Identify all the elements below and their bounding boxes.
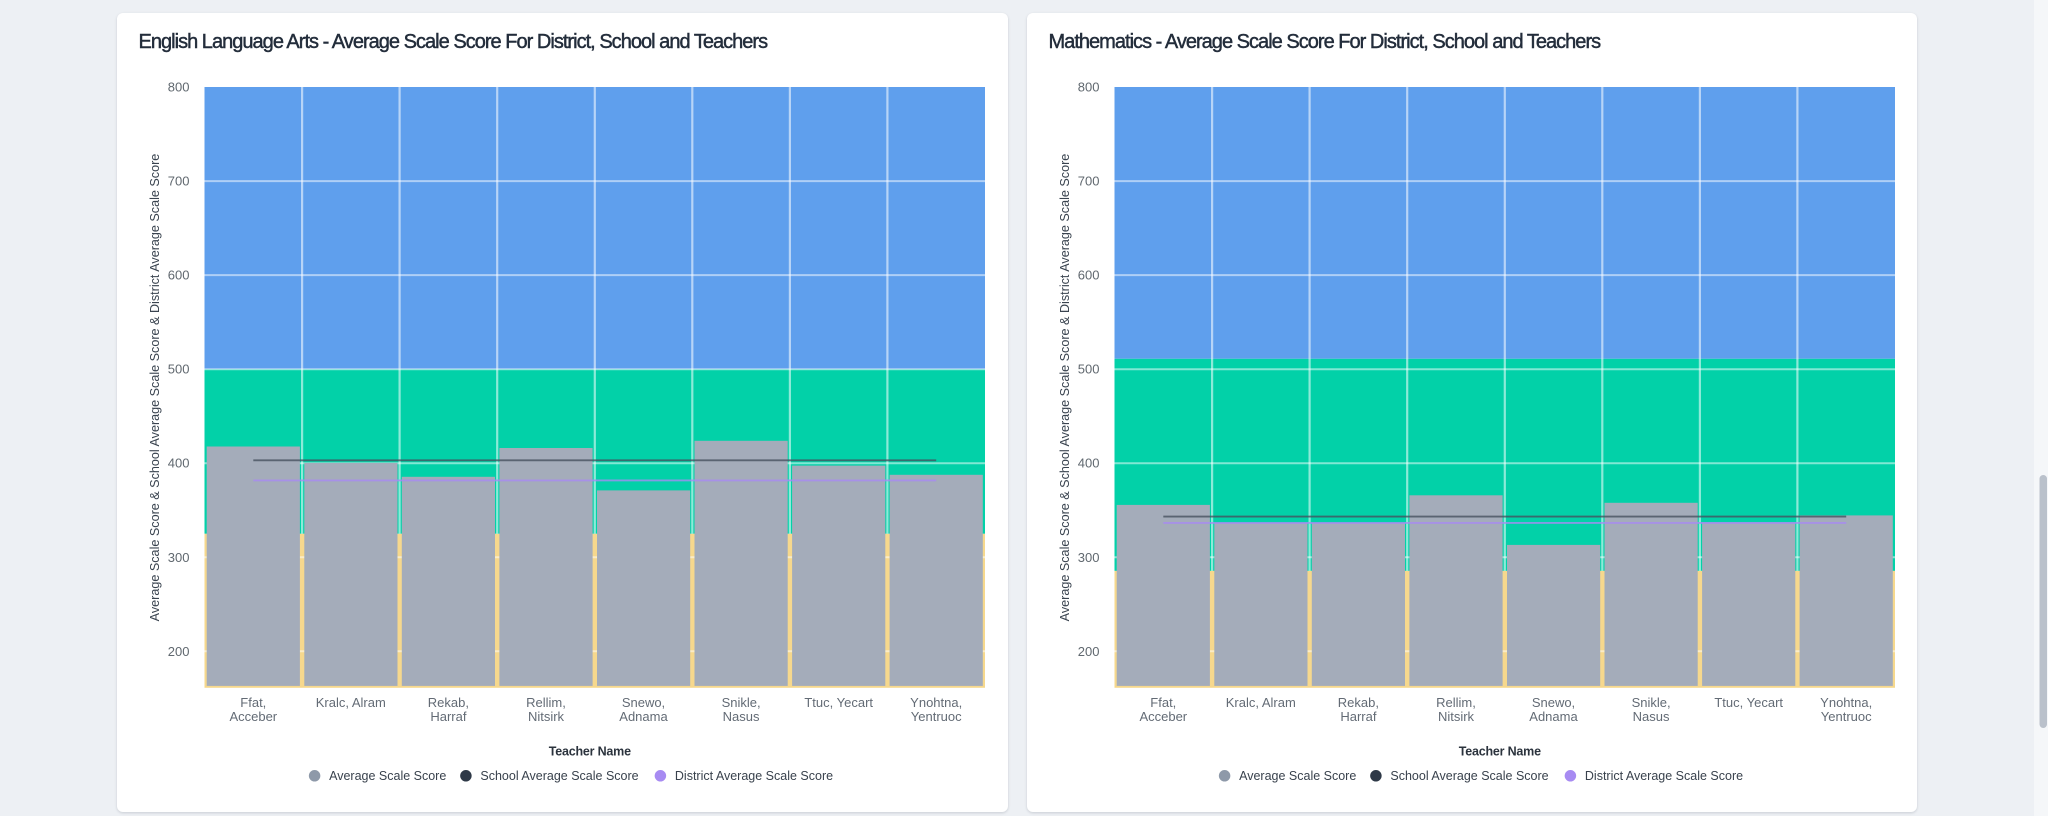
svg-text:Mathematics - Average Scale Sc: Mathematics - Average Scale Score For Di… (1049, 31, 1602, 53)
svg-text:Average Scale Score: Average Scale Score (329, 769, 446, 783)
svg-text:English Language Arts - Averag: English Language Arts - Average Scale Sc… (139, 31, 769, 53)
svg-text:Adnama: Adnama (1529, 709, 1578, 724)
svg-text:Rekab,: Rekab, (1338, 695, 1379, 710)
svg-text:800: 800 (1078, 80, 1100, 95)
svg-text:Kralc, Alram: Kralc, Alram (1226, 695, 1296, 710)
svg-text:Yentruoc: Yentruoc (911, 709, 962, 724)
svg-text:Ttuc, Yecart: Ttuc, Yecart (804, 695, 873, 710)
svg-text:Average Scale Score & School A: Average Scale Score & School Average Sca… (148, 154, 162, 622)
svg-text:Yentruoc: Yentruoc (1821, 709, 1872, 724)
svg-text:District Average Scale Score: District Average Scale Score (1585, 769, 1743, 783)
svg-text:200: 200 (1078, 644, 1100, 659)
svg-text:Nitsirk: Nitsirk (1438, 709, 1475, 724)
svg-text:Rekab,: Rekab, (428, 695, 469, 710)
svg-text:Nitsirk: Nitsirk (528, 709, 565, 724)
svg-text:600: 600 (1078, 268, 1100, 283)
svg-text:Snikle,: Snikle, (1632, 695, 1671, 710)
svg-text:Harraf: Harraf (430, 709, 467, 724)
svg-text:District Average Scale Score: District Average Scale Score (675, 769, 833, 783)
svg-text:400: 400 (168, 456, 190, 471)
svg-text:Kralc, Alram: Kralc, Alram (316, 695, 386, 710)
svg-text:Acceber: Acceber (229, 709, 277, 724)
svg-text:Ynohtna,: Ynohtna, (910, 695, 962, 710)
svg-text:Ynohtna,: Ynohtna, (1820, 695, 1872, 710)
svg-text:Teacher Name: Teacher Name (549, 745, 631, 759)
svg-text:400: 400 (1078, 456, 1100, 471)
svg-text:700: 700 (1078, 174, 1100, 189)
svg-text:Nasus: Nasus (723, 709, 760, 724)
svg-text:Nasus: Nasus (1633, 709, 1670, 724)
svg-text:300: 300 (168, 550, 190, 565)
svg-text:700: 700 (168, 174, 190, 189)
svg-text:600: 600 (168, 268, 190, 283)
svg-text:200: 200 (168, 644, 190, 659)
svg-text:800: 800 (168, 80, 190, 95)
svg-text:500: 500 (1078, 362, 1100, 377)
svg-text:Snikle,: Snikle, (722, 695, 761, 710)
svg-text:Teacher Name: Teacher Name (1459, 745, 1541, 759)
svg-text:Ttuc, Yecart: Ttuc, Yecart (1714, 695, 1783, 710)
svg-text:Acceber: Acceber (1139, 709, 1187, 724)
svg-text:Average Scale Score & School A: Average Scale Score & School Average Sca… (1058, 154, 1072, 622)
svg-text:Snewo,: Snewo, (622, 695, 665, 710)
svg-text:School Average Scale Score: School Average Scale Score (1390, 769, 1548, 783)
svg-text:Average Scale Score: Average Scale Score (1239, 769, 1356, 783)
svg-text:Ffat,: Ffat, (1150, 695, 1176, 710)
svg-text:School Average Scale Score: School Average Scale Score (480, 769, 638, 783)
svg-text:Harraf: Harraf (1340, 709, 1377, 724)
svg-text:500: 500 (168, 362, 190, 377)
svg-text:Snewo,: Snewo, (1532, 695, 1575, 710)
svg-text:Rellim,: Rellim, (1436, 695, 1476, 710)
svg-text:Ffat,: Ffat, (240, 695, 266, 710)
svg-text:Adnama: Adnama (619, 709, 668, 724)
svg-text:Rellim,: Rellim, (526, 695, 566, 710)
svg-text:300: 300 (1078, 550, 1100, 565)
